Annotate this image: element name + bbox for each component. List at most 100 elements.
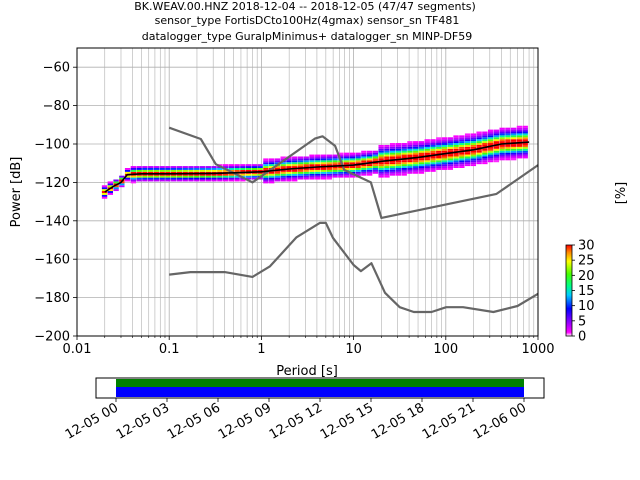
- pdf-cell: [516, 131, 523, 134]
- pdf-cell: [499, 154, 505, 157]
- pdf-cell: [499, 137, 505, 140]
- pdf-cell: [487, 146, 494, 149]
- pdf-cell: [470, 160, 477, 163]
- pdf-cell: [418, 166, 425, 168]
- pdf-cell: [430, 148, 436, 151]
- pdf-cell: [355, 160, 361, 163]
- timeline-tick-label: 12-05 12: [267, 400, 325, 442]
- pdf-cell: [407, 160, 413, 163]
- pdf-cell: [372, 152, 379, 155]
- pdf-cell: [476, 158, 482, 161]
- pdf-cell: [384, 162, 390, 165]
- pdf-cell: [222, 169, 229, 172]
- pdf-cell: [453, 135, 459, 138]
- pdf-cell: [338, 166, 344, 168]
- pdf-cell: [182, 175, 188, 178]
- pdf-cell: [309, 168, 315, 170]
- pdf-cell: [211, 168, 217, 170]
- pdf-cell: [395, 144, 402, 147]
- pdf-cell: [315, 169, 321, 172]
- pdf-cell: [361, 154, 367, 157]
- pdf-cell: [280, 156, 286, 159]
- pdf-cell: [292, 160, 298, 163]
- pdf-cell: [407, 144, 413, 147]
- pdf-cell: [424, 143, 430, 145]
- pdf-cell: [217, 168, 223, 170]
- pdf-cell: [309, 158, 315, 161]
- pdf-cell: [522, 146, 528, 149]
- pdf-cell: [459, 148, 465, 151]
- pdf-cell: [453, 160, 459, 163]
- pdf-cell: [499, 144, 505, 147]
- pdf-cell: [430, 168, 436, 170]
- pdf-cell: [384, 150, 390, 153]
- pdf-cell: [101, 191, 108, 193]
- pdf-cell: [234, 168, 240, 170]
- pdf-cell: [407, 141, 413, 144]
- pdf-cell: [482, 144, 488, 147]
- pdf-cell: [441, 168, 448, 170]
- pdf-cell: [522, 139, 528, 142]
- pdf-cell: [107, 192, 113, 195]
- pdf-cell: [286, 166, 292, 168]
- grid: [76, 48, 538, 337]
- pdf-cell: [413, 168, 419, 170]
- colorbar-tick-label: 5: [578, 314, 586, 329]
- pdf-cell: [424, 139, 430, 142]
- pdf-cell: [194, 173, 200, 176]
- pdf-cell: [453, 154, 459, 157]
- pdf-cell: [447, 156, 453, 159]
- pdf-cell: [101, 187, 108, 190]
- pdf-cell: [240, 169, 246, 172]
- pdf-cell: [142, 173, 148, 176]
- pdf-cell: [430, 146, 436, 149]
- pdf-cell: [447, 146, 453, 149]
- pdf-cell: [418, 171, 425, 174]
- pdf-cell: [447, 144, 453, 147]
- pdf-cell: [447, 166, 453, 168]
- pdf-cell: [240, 168, 246, 170]
- pdf-cell: [499, 148, 505, 151]
- pdf-cell: [516, 133, 523, 136]
- x-tick-label: 0.1: [159, 342, 180, 357]
- pdf-cell: [493, 160, 500, 163]
- pdf-cell: [516, 143, 523, 145]
- pdf-cell: [303, 175, 309, 178]
- pdf-cell: [395, 150, 402, 153]
- pdf-cell: [303, 173, 309, 176]
- pdf-cell: [355, 154, 361, 157]
- pdf-cell: [476, 150, 482, 153]
- pdf-cell: [338, 173, 344, 176]
- pdf-cell: [476, 156, 482, 159]
- pdf-cell: [395, 164, 402, 167]
- pdf-cell: [124, 179, 131, 182]
- pdf-cell: [222, 173, 229, 176]
- pdf-cell: [395, 156, 402, 159]
- pdf-cell: [407, 154, 413, 157]
- pdf-cell: [338, 156, 344, 159]
- pdf-cell: [476, 131, 482, 134]
- pdf-cell: [413, 144, 419, 147]
- pdf-cell: [274, 171, 281, 174]
- pdf-cell: [389, 173, 396, 176]
- pdf-cell: [464, 156, 471, 159]
- pdf-cell: [384, 175, 390, 178]
- pdf-cell: [516, 144, 523, 147]
- pdf-cell: [263, 168, 269, 170]
- pdf-cell: [355, 169, 361, 172]
- pdf-cell: [292, 156, 298, 159]
- pdf-cell: [286, 175, 292, 178]
- pdf-cell: [326, 154, 332, 157]
- pdf-cell: [361, 150, 367, 153]
- pdf-cell: [332, 169, 338, 172]
- pdf-cell: [459, 164, 465, 167]
- pdf-cell: [263, 179, 269, 182]
- pdf-cell: [487, 154, 494, 157]
- y-tick-label: −80: [43, 99, 70, 114]
- pdf-cell: [211, 166, 217, 168]
- pdf-cell: [286, 173, 292, 176]
- pdf-cell: [107, 191, 113, 193]
- pdf-cell: [315, 164, 321, 167]
- pdf-cell: [217, 169, 223, 172]
- pdf-cell: [418, 160, 425, 163]
